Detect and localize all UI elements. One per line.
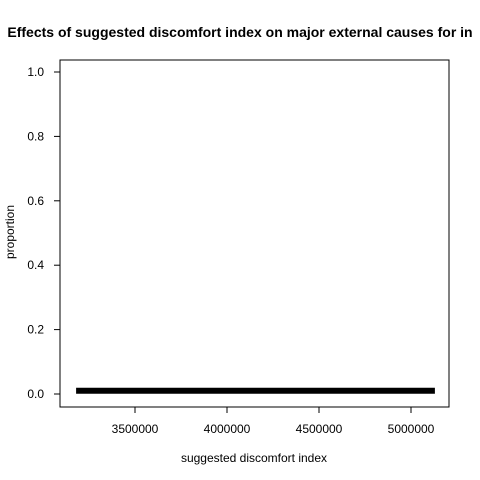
x-tick-label: 4000000 — [204, 422, 251, 436]
plot-frame — [59, 59, 450, 408]
y-tick-label: 0.6 — [27, 194, 44, 208]
y-axis: 0.0 0.2 0.4 0.6 0.8 1.0 — [27, 65, 60, 401]
y-tick-label: 0.8 — [27, 129, 44, 143]
y-tick-label: 0.0 — [27, 387, 44, 401]
x-tick-label: 4500000 — [296, 422, 343, 436]
y-tick-label: 0.2 — [27, 323, 44, 337]
x-axis: 3500000 4000000 4500000 5000000 — [112, 407, 435, 436]
y-tick-label: 0.4 — [27, 258, 44, 272]
y-tick-label: 1.0 — [27, 65, 44, 79]
x-axis-label: suggested discomfort index — [181, 451, 327, 465]
chart-title: Effects of suggested discomfort index on… — [7, 24, 472, 40]
y-axis-label: proportion — [3, 205, 17, 259]
x-tick-label: 5000000 — [388, 422, 435, 436]
x-tick-label: 3500000 — [112, 422, 159, 436]
